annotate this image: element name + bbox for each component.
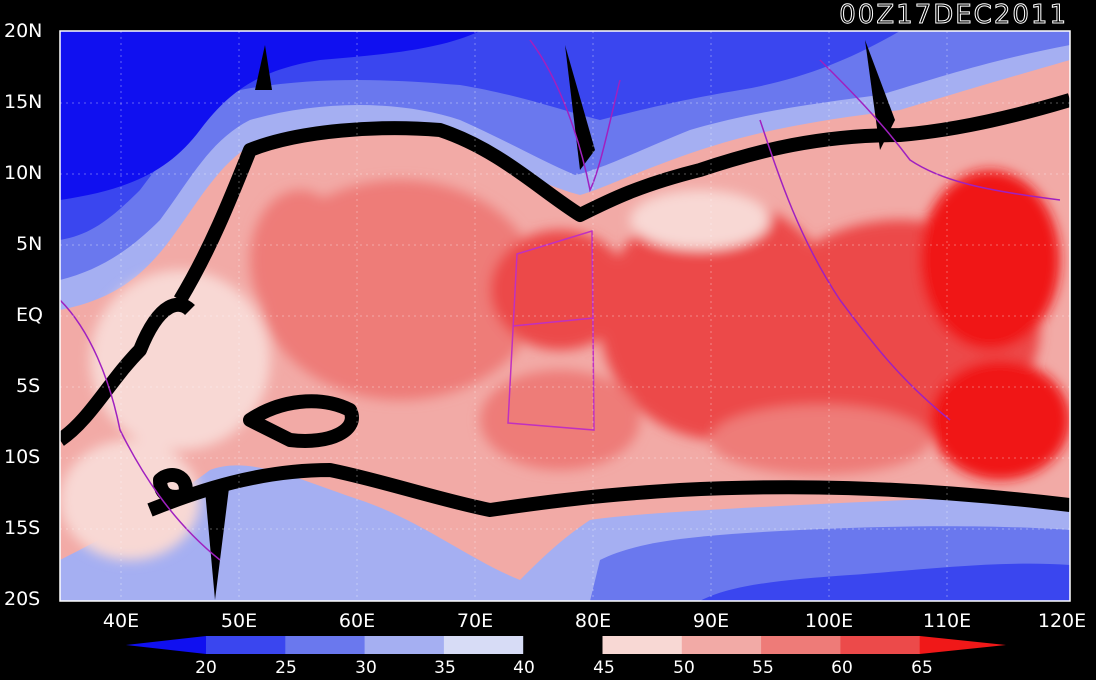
- lat-label-10s: 10S: [4, 446, 41, 468]
- lat-label-10n: 10N: [4, 162, 43, 184]
- lat-label-15s: 15S: [4, 517, 41, 539]
- colorbar-swatch-9: [840, 636, 921, 654]
- colorbar-swatch-10: [919, 636, 1006, 654]
- colorbar-label-45: 45: [593, 658, 615, 678]
- lon-label-120e: 120E: [1037, 610, 1087, 632]
- coastline: [60, 39, 1061, 561]
- colorbar-label-25: 25: [275, 658, 297, 678]
- lon-label-40e: 40E: [102, 610, 140, 632]
- colorbar-swatch-1: [206, 636, 286, 654]
- colorbar-swatch-7: [681, 636, 762, 654]
- lon-label-50e: 50E: [220, 610, 258, 632]
- lat-label-5n: 5N: [16, 233, 43, 255]
- colorbar-label-60: 60: [831, 658, 853, 678]
- lon-label-70e: 70E: [456, 610, 494, 632]
- colorbar-swatch-3: [364, 636, 445, 654]
- map-frame: [59, 30, 1071, 602]
- lon-label-90e: 90E: [692, 610, 730, 632]
- colorbar-swatch-8: [761, 636, 841, 654]
- colorbar-swatch-4: [443, 636, 524, 654]
- colorbar-label-55: 55: [752, 658, 774, 678]
- field-north-blue: [60, 31, 1070, 280]
- colorbar-label-30: 30: [355, 658, 377, 678]
- colorbar-label-35: 35: [434, 658, 456, 678]
- map-plot-area: [60, 31, 1070, 601]
- lat-label-20s: 20S: [4, 588, 41, 610]
- colorbar-swatch-2: [285, 636, 366, 654]
- lon-label-100e: 100E: [804, 610, 854, 632]
- lon-label-60e: 60E: [338, 610, 376, 632]
- lat-label-20n: 20N: [4, 20, 43, 42]
- lat-label-5s: 5S: [16, 375, 41, 397]
- colorbar-swatch-0: [126, 636, 206, 654]
- grid: [60, 31, 1070, 601]
- contour-40-band: [60, 93, 1070, 517]
- colorbar-swatch-6: [602, 636, 683, 654]
- colorbar-label-20: 20: [195, 658, 217, 678]
- lat-label-15n: 15N: [4, 91, 43, 113]
- colorbar-label-65: 65: [911, 658, 933, 678]
- colorbar-swatch-5: [523, 636, 603, 654]
- map-title: 00Z17DEC2011: [839, 0, 1068, 31]
- missing-data-wedges: [205, 40, 895, 600]
- colorbar-label-50: 50: [673, 658, 695, 678]
- lat-label-eq: EQ: [16, 304, 43, 326]
- lon-label-110e: 110E: [922, 610, 972, 632]
- analysis-box: [507, 229, 595, 431]
- field-north-deepest: [60, 31, 480, 200]
- colorbar: [126, 636, 1006, 654]
- lon-label-80e: 80E: [574, 610, 612, 632]
- colorbar-label-40: 40: [513, 658, 535, 678]
- field-south-deep: [700, 563, 1070, 601]
